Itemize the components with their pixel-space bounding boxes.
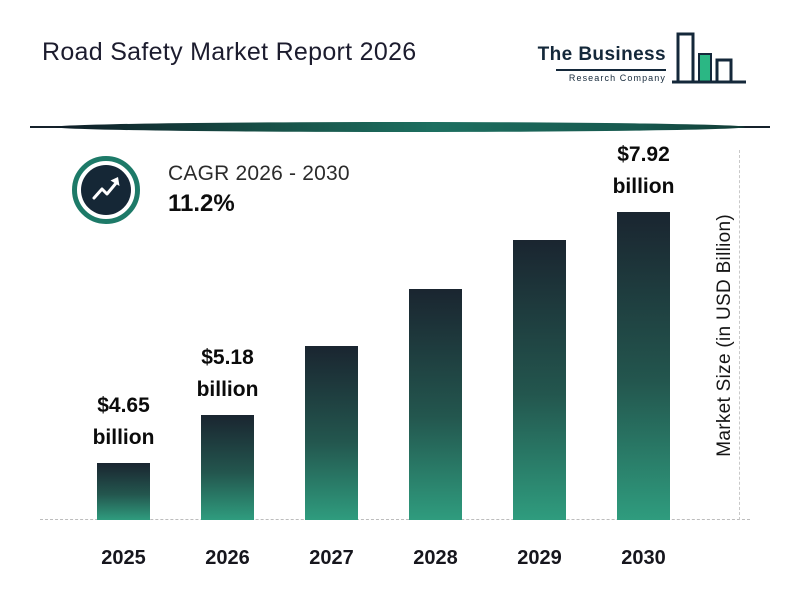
logo-subname: Research Company bbox=[568, 73, 666, 83]
cagr-ring bbox=[72, 156, 140, 224]
x-axis-tick-2030: 2030 bbox=[621, 547, 666, 569]
x-axis-baseline bbox=[40, 519, 750, 520]
logo-name: The Business bbox=[537, 44, 666, 65]
bars-row: $4.65 billion $5.18 billion $7.92 billion bbox=[93, 139, 674, 520]
logo-text: The Business Research Company bbox=[538, 30, 666, 83]
bar-group-2030: $7.92 billion bbox=[613, 139, 674, 520]
bar-group-2025: $4.65 billion bbox=[93, 390, 154, 520]
bar-group-2028 bbox=[409, 289, 462, 520]
x-axis-tick-2025: 2025 bbox=[101, 547, 146, 569]
bar-2030 bbox=[617, 212, 670, 520]
cagr-value: 11.2% bbox=[168, 190, 235, 217]
bar-value-label-2025: $4.65 billion bbox=[92, 394, 155, 449]
x-axis-tick-2028: 2028 bbox=[413, 547, 458, 569]
y-axis-title: Market Size (in USD Billion) bbox=[714, 213, 735, 457]
page-title: Road Safety Market Report 2026 bbox=[42, 38, 417, 66]
bar-2028 bbox=[409, 289, 462, 520]
bar-group-2029 bbox=[513, 240, 566, 520]
trend-up-arrow-icon bbox=[81, 165, 131, 215]
header-divider-lens bbox=[55, 122, 745, 132]
x-axis-tick-2026: 2026 bbox=[205, 547, 250, 569]
year-labels-row: 2025 2026 2027 2028 2029 2030 bbox=[97, 547, 670, 570]
bar-2027 bbox=[305, 346, 358, 520]
x-axis-tick-2029: 2029 bbox=[517, 547, 562, 569]
bar-group-2026: $5.18 billion bbox=[197, 342, 258, 520]
bar-2026 bbox=[201, 415, 254, 520]
cagr-block: CAGR 2026 - 2030 11.2% bbox=[72, 156, 350, 224]
cagr-texts: CAGR 2026 - 2030 11.2% bbox=[168, 162, 350, 218]
bar-value-label-2030: $7.92 billion bbox=[612, 143, 675, 198]
logo-underline bbox=[556, 69, 666, 71]
cagr-label: CAGR 2026 - 2030 bbox=[168, 162, 350, 185]
x-axis-tick-2027: 2027 bbox=[309, 547, 354, 569]
bar-2029 bbox=[513, 240, 566, 520]
bar-value-label-2026: $5.18 billion bbox=[196, 346, 259, 401]
right-axis-dashed-line bbox=[739, 150, 740, 520]
logo-bars-icon bbox=[670, 30, 748, 101]
bar-group-2027 bbox=[305, 346, 358, 520]
bar-2025 bbox=[97, 463, 150, 520]
company-logo: The Business Research Company bbox=[538, 30, 748, 101]
